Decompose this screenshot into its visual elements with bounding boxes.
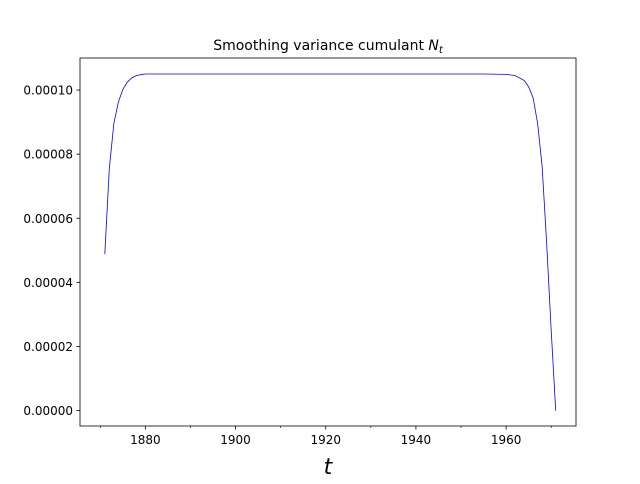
chart-title: Smoothing variance cumulant Nt — [213, 38, 444, 56]
x-tick-label: 1900 — [220, 433, 251, 447]
x-axis-label: t — [324, 455, 334, 480]
y-tick-label: 0.00000 — [23, 404, 73, 418]
x-tick-label: 1920 — [310, 433, 341, 447]
y-tick-label: 0.00006 — [23, 212, 73, 226]
y-tick-label: 0.00010 — [23, 84, 73, 98]
chart-title-variable: N — [428, 38, 439, 54]
chart-title-subscript: t — [439, 45, 444, 56]
x-tick-label: 1960 — [491, 433, 522, 447]
chart-title-text: Smoothing variance cumulant — [213, 38, 428, 54]
x-tick-label: 1940 — [401, 433, 432, 447]
y-tick-label: 0.00002 — [23, 340, 73, 354]
y-tick-label: 0.00004 — [23, 276, 73, 290]
axes-frame — [79, 57, 577, 427]
y-tick-label: 0.00008 — [23, 148, 73, 162]
x-tick-label: 1880 — [130, 433, 161, 447]
plot-area — [104, 73, 557, 411]
series-line — [104, 73, 557, 411]
axes: 1880 1900 1920 1940 1960 0.00000 0.00002 0.0000… — [23, 57, 577, 447]
